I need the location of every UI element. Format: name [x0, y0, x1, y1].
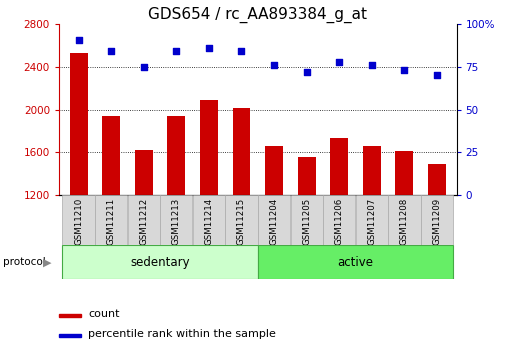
Bar — [421, 195, 453, 245]
Bar — [298, 157, 315, 195]
Text: GSM11207: GSM11207 — [367, 197, 377, 245]
Point — [368, 62, 376, 68]
Bar — [323, 195, 356, 245]
Text: GSM11213: GSM11213 — [172, 197, 181, 245]
Bar — [167, 116, 185, 195]
Text: active: active — [338, 256, 373, 269]
Text: GSM11215: GSM11215 — [237, 197, 246, 245]
Text: GSM11205: GSM11205 — [302, 197, 311, 245]
Bar — [128, 195, 160, 245]
Bar — [396, 151, 413, 195]
Text: sedentary: sedentary — [130, 256, 190, 269]
Text: GSM11211: GSM11211 — [107, 197, 115, 245]
Point — [140, 64, 148, 70]
Bar — [428, 164, 446, 195]
Text: protocol: protocol — [3, 257, 45, 267]
Point — [205, 45, 213, 51]
Text: percentile rank within the sample: percentile rank within the sample — [88, 329, 276, 339]
Bar — [59, 314, 81, 317]
Point — [335, 59, 343, 65]
Bar — [102, 116, 120, 195]
Bar — [95, 195, 127, 245]
Bar — [70, 53, 88, 195]
Bar — [330, 138, 348, 195]
Point — [303, 69, 311, 75]
Point — [433, 73, 441, 78]
Bar — [62, 245, 258, 279]
Point — [400, 68, 408, 73]
Bar — [258, 195, 290, 245]
Bar — [258, 245, 453, 279]
Title: GDS654 / rc_AA893384_g_at: GDS654 / rc_AA893384_g_at — [148, 7, 367, 23]
Text: GSM11212: GSM11212 — [139, 197, 148, 245]
Bar — [388, 195, 421, 245]
Point — [238, 49, 246, 54]
Text: GSM11208: GSM11208 — [400, 197, 409, 245]
Bar — [225, 195, 258, 245]
Text: GSM11204: GSM11204 — [269, 197, 279, 245]
Bar — [356, 195, 388, 245]
Text: GSM11206: GSM11206 — [335, 197, 344, 245]
Point — [172, 49, 181, 54]
Bar — [265, 146, 283, 195]
Bar — [200, 100, 218, 195]
Bar — [290, 195, 323, 245]
Text: GSM11214: GSM11214 — [204, 197, 213, 245]
Point — [270, 62, 278, 68]
Bar — [363, 146, 381, 195]
Bar — [59, 334, 81, 337]
Text: count: count — [88, 309, 120, 319]
Bar — [160, 195, 192, 245]
Point — [74, 37, 83, 42]
Bar — [63, 195, 95, 245]
Bar — [135, 150, 153, 195]
Bar — [232, 108, 250, 195]
Bar — [193, 195, 225, 245]
Text: GSM11209: GSM11209 — [432, 197, 442, 245]
Text: ▶: ▶ — [43, 257, 51, 267]
Text: GSM11210: GSM11210 — [74, 197, 83, 245]
Point — [107, 49, 115, 54]
